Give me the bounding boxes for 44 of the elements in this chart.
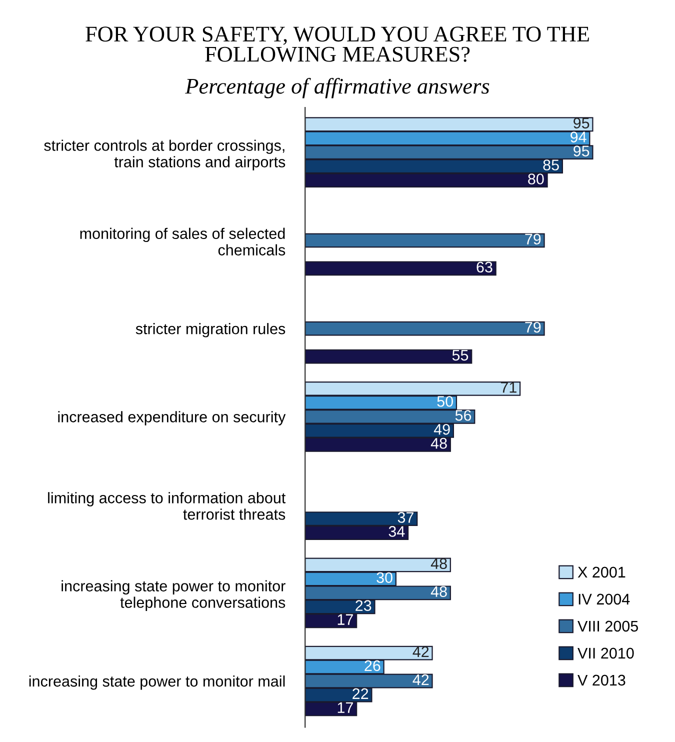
data-label: 17 xyxy=(338,614,353,625)
data-label: 34 xyxy=(388,526,405,537)
data-label: 63 xyxy=(476,262,492,273)
y-tick-label: stricter controls at border crossings, train stations and airports xyxy=(44,140,286,170)
legend-label: IV 2004 xyxy=(578,594,630,605)
data-label: 80 xyxy=(528,174,544,184)
y-tick-label: stricter migration rules xyxy=(136,323,286,338)
data-label: 17 xyxy=(338,702,353,713)
data-label: 26 xyxy=(364,660,380,672)
data-label: 37 xyxy=(398,512,414,523)
data-label: 49 xyxy=(434,424,450,435)
data-label: 22 xyxy=(352,688,368,699)
y-tick-label: increasing state power to monitor telephone conversations xyxy=(62,580,286,611)
data-label: 85 xyxy=(543,160,559,170)
legend-label: VII 2010 xyxy=(578,648,634,659)
data-label: 42 xyxy=(412,646,429,657)
y-tick-label: increased expenditure on security xyxy=(58,411,286,426)
legend-label: X 2001 xyxy=(578,566,626,578)
data-label: 79 xyxy=(525,234,541,245)
bar xyxy=(305,349,472,364)
data-label: 56 xyxy=(455,410,472,421)
data-label: 48 xyxy=(430,438,447,449)
y-tick-label: monitoring of sales of selected chemicals xyxy=(80,228,286,256)
legend-label: V 2013 xyxy=(578,674,626,686)
data-label: 94 xyxy=(570,132,586,142)
legend-label: VIII 2005 xyxy=(578,620,638,632)
bar xyxy=(305,233,545,248)
data-label: 42 xyxy=(412,674,429,685)
bar xyxy=(305,261,496,276)
chart-subtitle: Percentage of affirmative answers xyxy=(185,78,490,98)
data-label: 55 xyxy=(452,350,468,361)
y-tick-label: limiting access to information about terrorist threats xyxy=(48,492,286,520)
data-label: 50 xyxy=(437,396,453,407)
data-label: 48 xyxy=(430,586,447,597)
data-label: 48 xyxy=(430,558,447,570)
data-label: 23 xyxy=(356,600,372,611)
data-label: 71 xyxy=(500,382,516,393)
data-label: 95 xyxy=(574,146,590,156)
chart-title: FOR YOUR SAFETY, WOULD YOU AGREE TO THE FOLLOWING MEASURES? xyxy=(86,26,589,62)
data-label: 95 xyxy=(574,118,590,128)
y-tick-label: increasing state power to monitor mail xyxy=(29,675,285,690)
data-label: 30 xyxy=(376,572,392,584)
data-label: 79 xyxy=(525,322,541,333)
bar xyxy=(305,321,545,336)
